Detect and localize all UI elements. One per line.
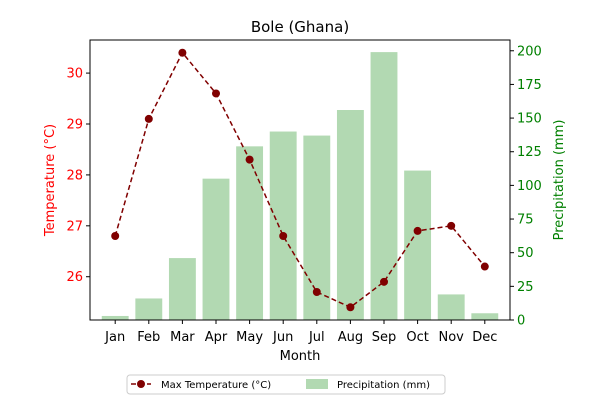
x-axis-tick-label: Feb (137, 330, 160, 345)
left-axis-tick-label: 28 (66, 168, 83, 183)
legend-bar-swatch (306, 379, 328, 389)
x-axis-tick-label: May (236, 330, 263, 345)
left-axis-tick-label: 27 (66, 219, 83, 234)
right-axis-tick-label: 200 (517, 44, 542, 59)
right-axis-tick-label: 175 (517, 78, 542, 93)
temperature-line-group (111, 48, 489, 312)
left-axis: 26 27 28 29 30 (66, 67, 90, 285)
legend-line-marker (137, 380, 145, 388)
precipitation-bar (202, 178, 230, 320)
x-axis-tick-label: Oct (406, 330, 428, 345)
precipitation-bar (135, 298, 163, 320)
precipitation-bar (471, 313, 499, 320)
x-axis-tick-label: Nov (439, 330, 465, 345)
precipitation-bar (336, 110, 364, 320)
right-axis-tick-label: 25 (517, 280, 534, 295)
precipitation-bar (437, 294, 465, 320)
right-axis: 0 25 50 75 100 125 150 175 200 (510, 44, 542, 329)
left-axis-tick-label: 29 (66, 118, 83, 133)
temperature-point (312, 288, 321, 296)
temperature-line (114, 51, 486, 309)
temperature-point (245, 155, 254, 164)
plot-frame (89, 39, 511, 321)
left-axis-tick-label: 30 (66, 67, 83, 82)
right-axis-tick-label: 100 (517, 179, 542, 194)
legend-label-precipitation: Precipitation (mm) (337, 380, 430, 391)
right-axis-tick-label: 150 (517, 112, 542, 127)
legend-box (126, 374, 446, 395)
left-axis-tick-label: 26 (66, 270, 83, 285)
right-axis-tick-label: 50 (517, 246, 534, 261)
precipitation-bar (236, 146, 264, 320)
legend: Max Temperature (°C) Precipitation (mm) (126, 374, 446, 395)
precipitation-bar (101, 315, 129, 320)
chart-title: Bole (Ghana) (251, 18, 349, 36)
right-axis-tick-label: 75 (517, 213, 534, 228)
x-axis-tick-label: Dec (472, 330, 497, 345)
temperature-point (144, 114, 153, 123)
x-axis-tick-label: Aug (338, 330, 363, 345)
left-axis-label: Temperature (°C) (43, 124, 58, 237)
x-axis-tick-label: Jun (272, 330, 293, 345)
temperature-point (279, 232, 288, 240)
temperature-point (111, 232, 120, 240)
right-axis-tick-label: 0 (517, 314, 525, 329)
precipitation-bar (168, 258, 196, 320)
temperature-point (447, 221, 456, 230)
precipitation-bar (269, 131, 297, 320)
x-axis-tick-label: Apr (205, 330, 228, 345)
temperature-point (413, 226, 422, 235)
temperature-point (480, 262, 489, 271)
x-axis-label: Month (280, 349, 321, 364)
x-axis-tick-label: Jul (308, 330, 325, 345)
precipitation-bar (370, 52, 398, 320)
x-axis-tick-label: Mar (170, 330, 195, 345)
temperature-point (346, 303, 355, 312)
right-axis-label: Precipitation (mm) (552, 120, 567, 241)
x-axis-tick-label: Sep (372, 330, 397, 345)
temperature-point (212, 89, 220, 98)
temperature-point (178, 48, 187, 57)
precipitation-bars (101, 52, 499, 320)
temperature-point (380, 277, 388, 286)
x-axis-tick-label: Jan (104, 330, 125, 345)
x-axis: Jan Feb Mar Apr May Jun Jul Aug Sep Oct Nov Dec (104, 320, 497, 345)
right-axis-tick-label: 125 (517, 145, 542, 160)
legend-label-temperature: Max Temperature (°C) (161, 380, 271, 391)
